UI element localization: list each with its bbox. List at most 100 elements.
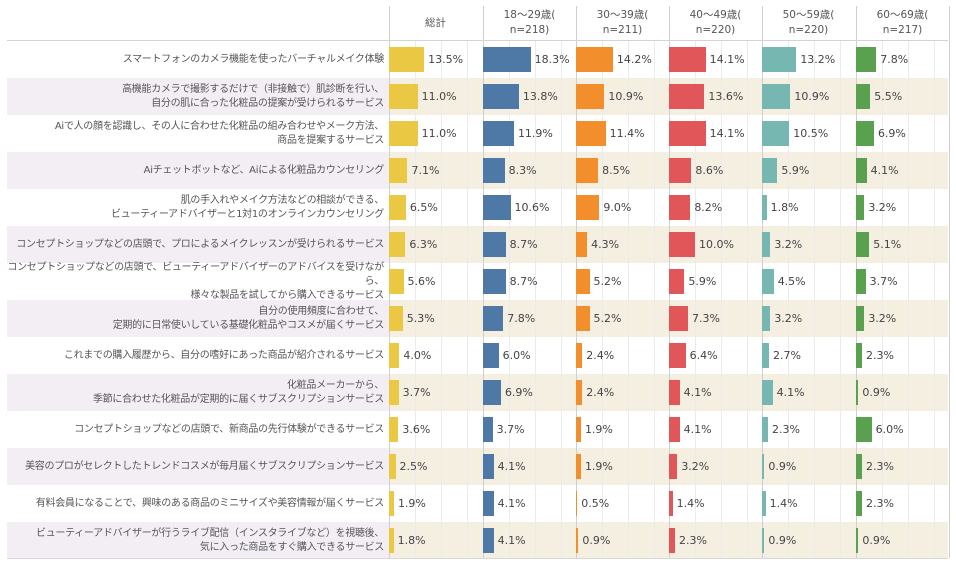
category-label: コンセプトショップなどの店頭で、新商品の先行体験ができるサービス	[74, 423, 384, 435]
data-label: 9.0%	[603, 201, 632, 214]
data-label: 3.6%	[402, 423, 431, 436]
data-label: 5.9%	[781, 164, 810, 177]
data-label: 7.1%	[411, 164, 440, 177]
bar	[856, 491, 862, 516]
bar	[389, 491, 394, 516]
data-label: 3.2%	[681, 460, 710, 473]
data-label: 11.0%	[421, 90, 457, 103]
gridline	[814, 41, 815, 558]
data-label: 4.1%	[497, 497, 526, 510]
bar	[856, 269, 866, 294]
bottom-border	[7, 558, 948, 559]
data-label: 10.9%	[608, 90, 644, 103]
data-label: 4.1%	[870, 164, 899, 177]
bar	[669, 121, 706, 146]
data-label: 8.7%	[509, 238, 538, 251]
bar	[483, 491, 494, 516]
data-label: 6.0%	[502, 349, 531, 362]
data-label: 5.3%	[406, 312, 435, 325]
bar	[576, 195, 600, 220]
data-label: 1.4%	[676, 497, 705, 510]
data-label: 6.4%	[689, 349, 718, 362]
bar	[483, 269, 506, 294]
bar	[483, 380, 501, 405]
bar	[576, 491, 578, 516]
bar	[669, 343, 686, 368]
gridline	[695, 41, 696, 558]
gridline	[509, 41, 510, 558]
bar	[762, 269, 774, 294]
data-label: 1.9%	[584, 423, 613, 436]
data-label: 4.1%	[683, 423, 712, 436]
row-band-label	[7, 522, 389, 559]
bar	[483, 84, 519, 109]
bar	[669, 454, 678, 479]
bar	[856, 528, 859, 553]
bar	[483, 306, 504, 331]
gridline	[535, 41, 536, 558]
bar	[483, 47, 531, 72]
bar	[576, 47, 613, 72]
category-label: コンセプトショップなどの店頭で、ビューティーアドバイザーのアドバイスを受けながら…	[7, 261, 384, 301]
category-label: 自分の使用頻度に合わせて、 定期的に日常使いしている基礎化粧品やコスメが届くサー…	[112, 305, 385, 331]
bar	[483, 343, 499, 368]
bar	[669, 380, 680, 405]
data-label: 11.4%	[609, 127, 645, 140]
bar	[389, 84, 418, 109]
category-label: 肌の手入れやメイク方法などの相談ができる、 ビューティーアドバイザーと1対1のオ…	[110, 194, 384, 220]
data-label: 7.3%	[691, 312, 720, 325]
bar	[762, 47, 797, 72]
data-label: 6.3%	[409, 238, 438, 251]
data-label: 7.8%	[507, 312, 536, 325]
category-label: 高機能カメラで撮影するだけで（非接触で）肌診断を行い、 自分の肌に合った化粧品の…	[122, 83, 384, 109]
data-label: 10.6%	[514, 201, 550, 214]
bar	[856, 84, 871, 109]
gridline	[788, 41, 789, 558]
bar	[762, 528, 765, 553]
bar	[856, 306, 865, 331]
data-label: 3.7%	[869, 275, 898, 288]
data-label: 1.8%	[770, 201, 799, 214]
data-label: 3.2%	[774, 312, 803, 325]
bar	[856, 343, 862, 368]
category-label: ビューティーアドバイザーが行うライブ配信（インスタライブなど）を視聴後、 気に入…	[36, 527, 384, 553]
row-band-data	[389, 152, 948, 189]
bar	[389, 158, 408, 183]
bar	[856, 232, 870, 257]
bar	[483, 232, 506, 257]
bar	[389, 121, 418, 146]
data-label: 13.6%	[708, 90, 744, 103]
category-label: 化粧品メーカーから、 季節に合わせた化粧品が定期的に届くサブスクリプションサービ…	[93, 379, 384, 405]
data-label: 8.3%	[508, 164, 537, 177]
column-header: 総計	[425, 16, 446, 29]
data-label: 6.5%	[409, 201, 438, 214]
data-label: 14.1%	[709, 127, 745, 140]
row-band-label	[7, 226, 389, 263]
bar	[483, 158, 505, 183]
bar	[762, 417, 768, 442]
row-band-data	[389, 78, 948, 115]
data-label: 2.3%	[678, 534, 707, 547]
bar	[856, 158, 867, 183]
bar	[389, 454, 396, 479]
data-label: 2.3%	[865, 460, 894, 473]
data-label: 1.8%	[397, 534, 426, 547]
data-label: 0.9%	[768, 460, 797, 473]
bar	[389, 269, 404, 294]
bar	[856, 417, 872, 442]
category-label: コンセプトショップなどの店頭で、プロによるメイクレッスンが受けられるサービス	[16, 238, 384, 250]
row-band-label	[7, 78, 389, 115]
gridline	[882, 41, 883, 558]
bar	[483, 417, 493, 442]
data-label: 11.9%	[517, 127, 553, 140]
bar	[483, 528, 494, 553]
bar	[669, 528, 675, 553]
gridline	[602, 41, 603, 558]
row-band-data	[389, 522, 948, 559]
bar	[669, 491, 673, 516]
data-label: 6.9%	[877, 127, 906, 140]
row-band-label	[7, 374, 389, 411]
bar	[669, 232, 695, 257]
data-label: 14.2%	[616, 53, 652, 66]
